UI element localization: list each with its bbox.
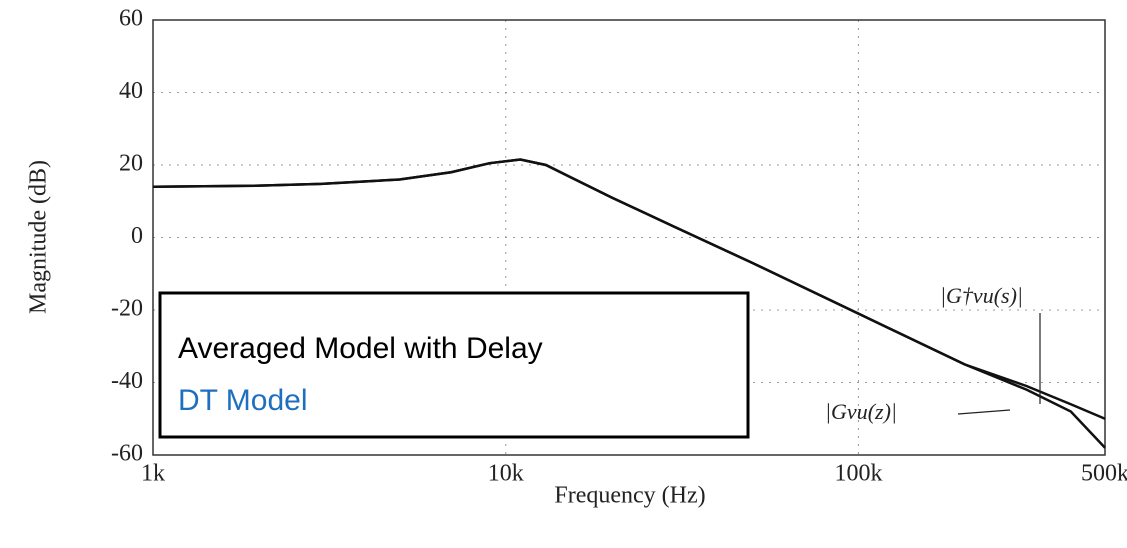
leader <box>957 409 1011 415</box>
x-tick-label: 10k <box>488 461 524 487</box>
legend-label: DT Model <box>178 384 308 417</box>
annotation: |Gvu(z)| <box>825 399 897 424</box>
y-tick-label: 20 <box>119 151 143 177</box>
y-tick-label: 0 <box>131 223 143 249</box>
y-tick-label: -60 <box>111 441 143 467</box>
y-axis-label: Magnitude (dB) <box>26 160 52 314</box>
y-tick-label: -40 <box>111 368 143 394</box>
x-tick-label: 1k <box>141 461 165 487</box>
legend-label: Averaged Model with Delay <box>178 332 543 365</box>
plot-frame <box>152 19 1106 456</box>
x-axis-label: Frequency (Hz) <box>554 483 705 509</box>
y-tick-label: 40 <box>119 78 143 104</box>
legend-box <box>158 291 750 439</box>
x-tick-label: 100k <box>834 461 882 487</box>
x-tick-label: 500k <box>1081 461 1127 487</box>
annotation: |G†vu(s)| <box>940 283 1023 308</box>
y-tick-label: -20 <box>111 296 143 322</box>
y-tick-label: 60 <box>119 6 143 32</box>
series-line <box>152 158 1106 449</box>
